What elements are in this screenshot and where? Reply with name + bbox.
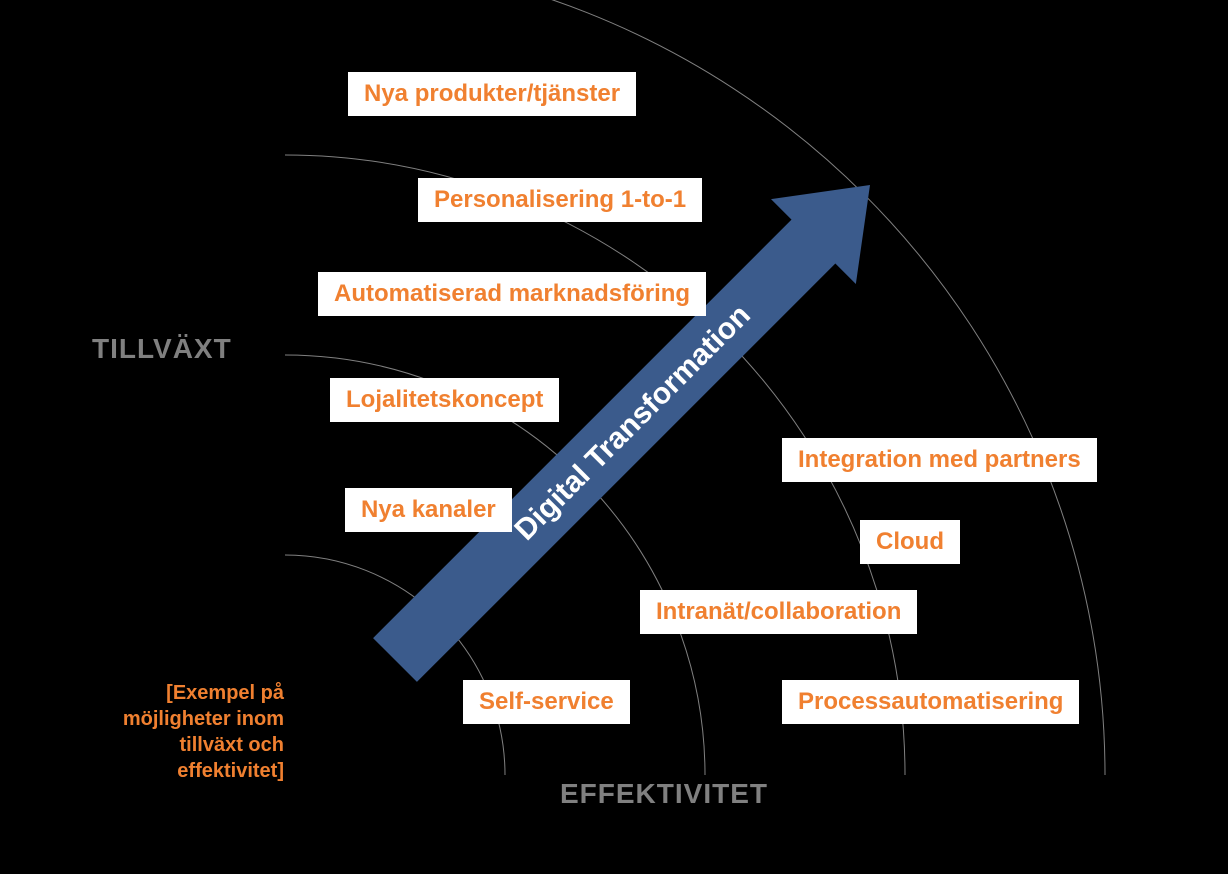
box-integration: Integration med partners	[782, 438, 1097, 482]
caption-text: [Exempel påmöjligheter inomtillväxt oche…	[84, 680, 284, 784]
box-cloud: Cloud	[860, 520, 960, 564]
caption-line: möjligheter inom	[84, 706, 284, 732]
box-automatiserad-mf: Automatiserad marknadsföring	[318, 272, 706, 316]
box-processauto: Processautomatisering	[782, 680, 1079, 724]
diagram-stage: TILLVÄXT EFFEKTIVITET Digital Transforma…	[0, 0, 1228, 874]
caption-line: [Exempel på	[84, 680, 284, 706]
box-self-service: Self-service	[463, 680, 630, 724]
box-personalisering: Personalisering 1-to-1	[418, 178, 702, 222]
x-axis-label: EFFEKTIVITET	[560, 778, 768, 810]
caption-line: tillväxt och	[84, 732, 284, 758]
y-axis-label: TILLVÄXT	[92, 333, 232, 365]
caption-line: effektivitet]	[84, 758, 284, 784]
box-lojalitet: Lojalitetskoncept	[330, 378, 559, 422]
box-intranat: Intranät/collaboration	[640, 590, 917, 634]
box-nya-kanaler: Nya kanaler	[345, 488, 512, 532]
box-nya-produkter: Nya produkter/tjänster	[348, 72, 636, 116]
